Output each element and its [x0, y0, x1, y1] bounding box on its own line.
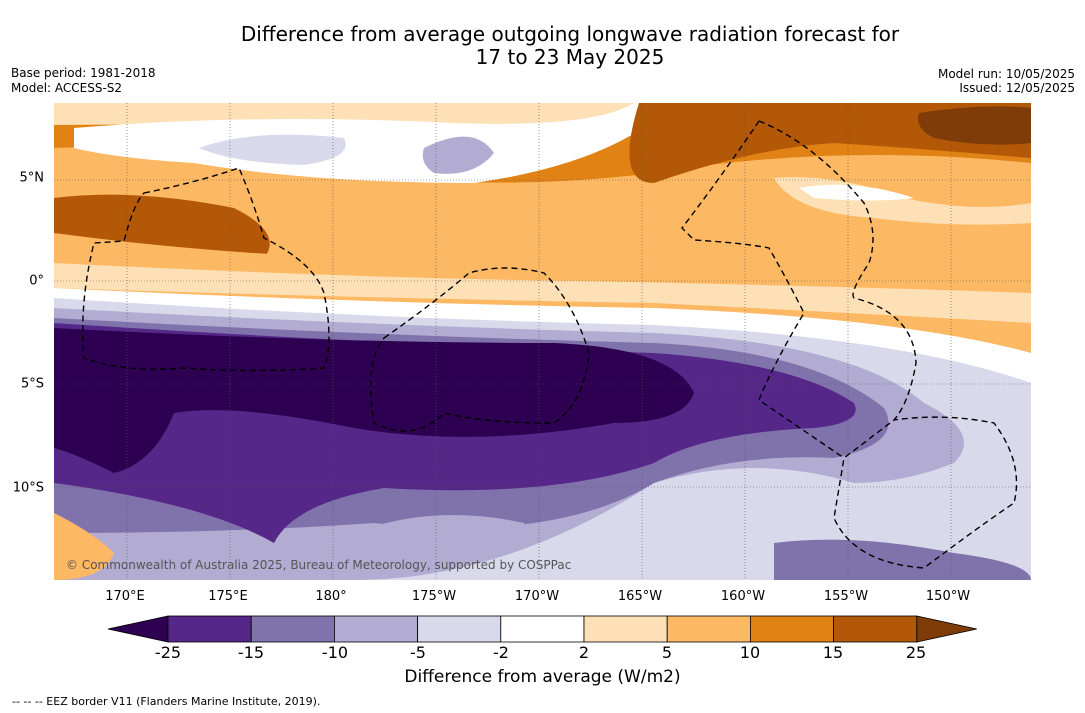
- patch-sw-positive: [54, 513, 114, 580]
- neg-patch-north-2: [422, 136, 494, 174]
- graticule: [54, 103, 1031, 580]
- lat-tick-5s: 5°S: [20, 376, 44, 392]
- map-title-line1: Difference from average outgoing longwav…: [240, 22, 900, 46]
- lon-tick-165w: 165°W: [617, 589, 663, 604]
- eez-footnote: -- -- -- EEZ border V11 (Flanders Marine…: [12, 695, 321, 708]
- lon-tick-180: 180°: [315, 589, 347, 604]
- colorbar: [107, 615, 977, 643]
- colorbar-tick: 15: [822, 643, 844, 662]
- lon-tick-170e: 170°E: [105, 589, 145, 604]
- colorbar-tick: 2: [578, 643, 590, 662]
- neutral-north: [74, 103, 674, 183]
- map-panel: [54, 103, 1031, 580]
- colorbar-tick: -15: [237, 643, 265, 662]
- neutral-equator: [54, 288, 1031, 383]
- model-name: Model: ACCESS-S2: [11, 81, 123, 95]
- colorbar-label: Difference from average (W/m2): [404, 667, 681, 687]
- colorbar-bin: [250, 615, 335, 643]
- lon-tick-155w: 155°W: [823, 589, 869, 604]
- neutral-5n: [799, 184, 914, 201]
- colorbar-bin: [333, 615, 418, 643]
- lat-tick-5n: 5°N: [19, 170, 45, 186]
- colorbar-bin: [666, 615, 751, 643]
- base-period: Base period: 1981-2018: [11, 66, 156, 80]
- colorbar-tick: -10: [321, 643, 349, 662]
- eez-borders: [82, 120, 1018, 569]
- colorbar-tick: -2: [493, 643, 509, 662]
- copyright-notice: © Commonwealth of Australia 2025, Bureau…: [66, 558, 572, 572]
- lon-tick-170w: 170°W: [514, 589, 560, 604]
- patch-se-neg10-15: [774, 539, 1031, 580]
- lat-tick-10s: 10°S: [12, 480, 44, 496]
- colorbar-bin: [417, 615, 502, 643]
- band-equator-2-5: [54, 263, 1031, 323]
- colorbar-bin: [500, 615, 585, 643]
- lat-tick-0: 0°: [29, 273, 44, 289]
- lon-tick-175e: 175°E: [208, 589, 248, 604]
- colorbar-tick: 25: [905, 643, 927, 662]
- colorbar-bin: [167, 615, 252, 643]
- patch-south-neg5-10: [354, 515, 526, 553]
- model-run: Model run: 10/05/2025: [937, 67, 1075, 81]
- neg-patch-north-1: [199, 134, 346, 165]
- colorbar-bins: [107, 615, 977, 643]
- map-title-line2: 17 to 23 May 2025: [475, 45, 665, 69]
- anomaly-map: [54, 103, 1031, 580]
- lon-tick-175w: 175°W: [411, 589, 457, 604]
- colorbar-extend-high: [916, 615, 977, 643]
- colorbar-bin: [750, 615, 835, 643]
- band-north-gt25: [918, 106, 1031, 145]
- colorbar-tick: -5: [410, 643, 426, 662]
- band-south-lt25: [54, 328, 694, 473]
- colorbar-bin: [833, 615, 918, 643]
- colorbar-bin: [583, 615, 668, 643]
- colorbar-tick: -25: [154, 643, 182, 662]
- colorbar-tick: 5: [661, 643, 673, 662]
- colorbar-tick: 10: [739, 643, 761, 662]
- lon-tick-150w: 150°W: [925, 589, 971, 604]
- issued-date: Issued: 12/05/2025: [959, 81, 1075, 95]
- colorbar-extend-low: [107, 615, 169, 643]
- lon-tick-160w: 160°W: [720, 589, 766, 604]
